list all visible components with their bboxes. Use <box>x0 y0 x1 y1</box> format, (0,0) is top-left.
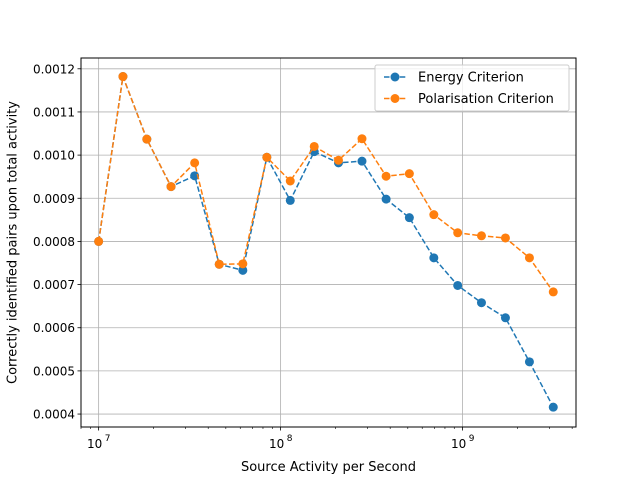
y-tick-label: 0.0004 <box>33 408 75 422</box>
data-point <box>142 134 152 144</box>
data-point <box>476 231 486 241</box>
x-axis-label: Source Activity per Second <box>241 460 416 475</box>
data-point <box>190 171 200 181</box>
data-point <box>285 176 295 186</box>
legend-marker <box>390 72 400 82</box>
data-point <box>548 402 558 412</box>
axis-ticks: 0.0004 0.0005 0.0006 0.0007 0.0008 0.0009 0.00… <box>33 62 573 451</box>
x-tick-label: 10 <box>87 437 102 451</box>
legend-label: Polarisation Criterion <box>418 92 554 107</box>
data-point <box>404 169 414 179</box>
data-point <box>500 313 510 323</box>
data-point <box>524 253 534 263</box>
legend-label: Energy Criterion <box>418 71 524 86</box>
x-tick-label-exponent: 8 <box>287 434 293 444</box>
y-tick-label: 0.0007 <box>33 278 75 292</box>
legend-marker <box>390 94 400 103</box>
y-tick-label: 0.0008 <box>33 235 75 249</box>
data-point <box>118 72 128 82</box>
data-point <box>453 280 463 290</box>
data-point <box>429 210 439 220</box>
grid-lines <box>81 58 576 427</box>
series-line <box>97 73 554 408</box>
legend: Energy Criterion Polarisation Criterion <box>374 64 570 112</box>
data-point <box>166 182 176 192</box>
y-tick-label: 0.0006 <box>33 321 75 335</box>
data-point <box>524 357 534 367</box>
data-point <box>262 152 272 162</box>
x-tick-label: 10 <box>269 437 284 451</box>
plot-series <box>94 72 558 412</box>
data-point <box>381 171 391 181</box>
data-point <box>453 228 463 238</box>
data-point <box>285 195 295 205</box>
data-point <box>190 158 200 168</box>
y-tick-label: 0.0009 <box>33 192 75 206</box>
data-point <box>476 298 486 308</box>
y-tick-label: 0.0012 <box>33 62 75 76</box>
x-tick-label: 10 <box>451 437 466 451</box>
data-point <box>357 134 367 144</box>
data-point <box>309 141 319 151</box>
data-point <box>381 194 391 204</box>
data-point <box>333 155 343 165</box>
y-tick-label: 0.0010 <box>33 149 75 163</box>
plot-area-frame <box>80 57 577 428</box>
data-point <box>357 156 367 166</box>
data-point <box>548 287 558 297</box>
series-1 <box>94 72 558 297</box>
series-0 <box>94 72 558 412</box>
data-point <box>238 265 248 275</box>
y-tick-label: 0.0005 <box>33 364 75 378</box>
y-tick-label: 0.0011 <box>33 105 75 119</box>
x-tick-label-exponent: 9 <box>469 434 475 444</box>
data-point <box>214 259 224 269</box>
data-point <box>500 233 510 243</box>
data-point <box>94 236 104 246</box>
data-point <box>429 253 439 263</box>
data-point <box>404 213 414 223</box>
data-point <box>238 259 248 269</box>
y-axis-label: Correctly identified pairs upon total ac… <box>6 101 21 384</box>
x-tick-label-exponent: 7 <box>105 434 111 444</box>
legend-box <box>374 64 570 112</box>
